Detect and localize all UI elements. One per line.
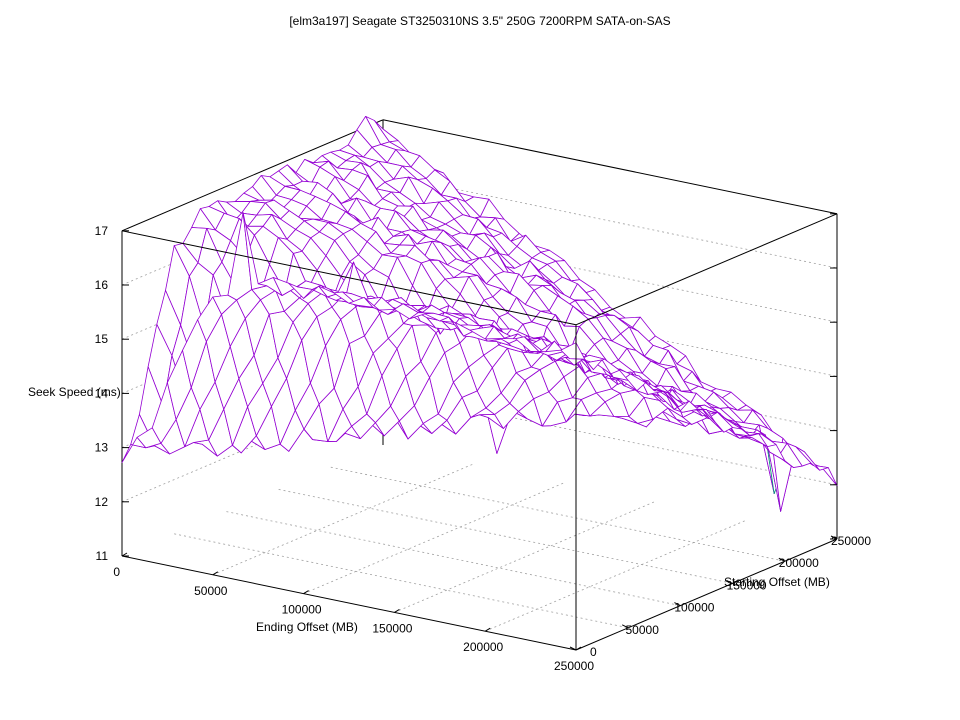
y-tick-mark <box>621 624 629 629</box>
y-tick-mark <box>674 602 681 607</box>
x-tick-mark <box>212 571 219 576</box>
z-tick-label: 14 <box>95 386 109 400</box>
z-tick-label: 12 <box>95 495 109 509</box>
chart-title: [elm3a197] Seagate ST3250310NS 3.5" 250G… <box>289 14 670 28</box>
plot-box-front <box>121 213 838 650</box>
box-edge <box>121 230 577 326</box>
z-axis-label: Seek Speed (ms) <box>28 385 121 399</box>
z-grid-line <box>382 173 838 269</box>
x-tick-mark <box>394 608 400 613</box>
x-tick-label: 100000 <box>282 603 322 617</box>
y-tick-label: 150000 <box>727 578 767 592</box>
z-tick-label: 15 <box>95 332 109 346</box>
floor-grid-line <box>303 482 565 594</box>
floor-grid-line <box>485 519 747 632</box>
z-tick-label: 16 <box>95 278 109 292</box>
y-tick-label: 200000 <box>779 556 819 570</box>
x-tick-mark <box>303 590 309 595</box>
x-tick-mark <box>484 627 491 632</box>
y-axis-label: Starting Offset (MB) <box>724 575 830 589</box>
x-tick-label: 200000 <box>463 640 503 654</box>
x-tick-mark <box>121 552 128 557</box>
x-tick-label: 250000 <box>554 659 594 673</box>
z-tick-label: 17 <box>95 224 109 238</box>
floor-grid-line <box>226 511 681 606</box>
x-axis-label: Ending Offset (MB) <box>256 620 358 634</box>
y-tick-label: 0 <box>590 645 597 659</box>
y-tick-label: 50000 <box>626 623 660 637</box>
surface-cell <box>560 342 586 360</box>
surface-mesh <box>121 115 838 512</box>
z-grid-line <box>382 227 838 323</box>
x-tick-label: 0 <box>113 565 120 579</box>
floor-grid-line <box>330 466 785 562</box>
y-tick-mark <box>778 557 786 562</box>
box-edge <box>575 538 838 651</box>
floor-grid-line <box>394 501 656 613</box>
z-tick-label: 11 <box>96 549 109 563</box>
floor-grid-line <box>174 533 629 629</box>
box-edge <box>121 555 577 651</box>
y-tick-label: 100000 <box>674 601 714 615</box>
y-tick-mark <box>569 646 577 651</box>
x-tick-label: 150000 <box>372 621 412 635</box>
y-tick-mark <box>830 535 838 540</box>
y-tick-label: 250000 <box>831 534 871 548</box>
box-edge <box>121 119 384 232</box>
x-tick-label: 50000 <box>194 584 228 598</box>
z-tick-label: 13 <box>95 441 109 455</box>
floor-grid-line <box>278 489 733 584</box>
axis-ticks: 11 12 13 14 15 16 17 0 50000 100000 150000 200000 25… <box>95 213 871 673</box>
box-edge <box>382 119 838 215</box>
x-tick-mark <box>575 646 582 651</box>
box-edge <box>575 213 838 326</box>
floor-grid-line <box>212 463 474 576</box>
y-tick-mark <box>726 579 733 584</box>
z-grid-line <box>382 390 838 486</box>
